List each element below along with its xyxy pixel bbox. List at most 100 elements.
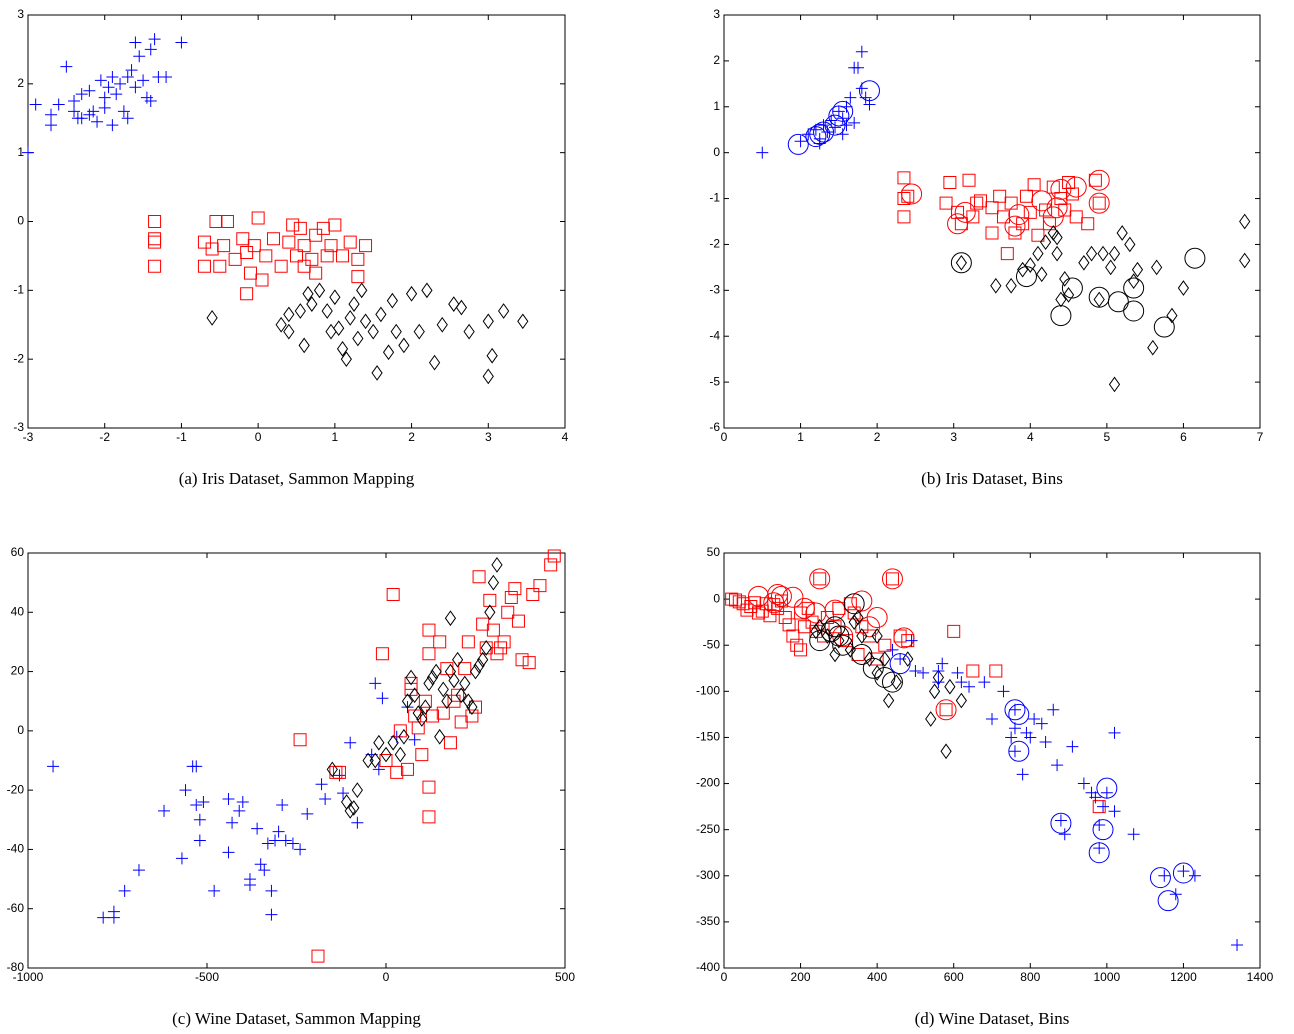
data-point <box>497 635 511 649</box>
data-point <box>1166 307 1178 324</box>
x-tick-label: 3 <box>950 430 957 444</box>
data-point <box>855 45 868 58</box>
data-point <box>413 323 425 340</box>
data-point <box>148 232 162 246</box>
x-tick-label: 500 <box>555 970 575 984</box>
data-point <box>1158 869 1171 882</box>
data-point <box>962 173 976 187</box>
data-point <box>905 634 918 647</box>
data-point <box>311 949 325 963</box>
data-point <box>448 672 460 689</box>
data-point <box>404 682 418 696</box>
y-tick-label: 1 <box>17 145 24 159</box>
caption: (c) Wine Dataset, Sammon Mapping <box>172 1009 421 1028</box>
x-tick-label: -500 <box>195 970 219 984</box>
data-point <box>732 595 746 609</box>
data-point <box>197 796 210 808</box>
x-tick-label: 600 <box>944 970 964 984</box>
data-point <box>1116 225 1128 241</box>
data-point <box>179 784 192 797</box>
data-point <box>515 653 529 667</box>
data-point <box>756 146 769 159</box>
data-point <box>778 611 792 625</box>
data-point <box>951 666 964 679</box>
data-point <box>858 80 880 102</box>
data-point <box>897 171 911 185</box>
data-point <box>996 210 1010 224</box>
data-point <box>344 803 356 819</box>
data-point <box>794 135 807 148</box>
data-point <box>333 769 346 782</box>
data-point <box>1123 300 1145 322</box>
x-tick-label: 1 <box>332 430 339 444</box>
data-point <box>68 105 81 118</box>
data-point <box>1131 261 1144 278</box>
data-point <box>1153 316 1175 338</box>
data-point <box>121 70 134 83</box>
data-point <box>52 98 65 111</box>
data-point <box>320 249 334 263</box>
data-point <box>1008 226 1022 240</box>
data-point <box>897 210 911 224</box>
data-point <box>533 579 547 593</box>
y-tick-label: 3 <box>713 7 720 21</box>
data-point <box>950 252 972 274</box>
data-point <box>451 651 464 668</box>
data-point <box>375 647 389 661</box>
data-point <box>434 728 446 745</box>
data-point <box>190 798 203 811</box>
data-point <box>351 782 363 799</box>
x-tick-label: 3 <box>485 430 492 444</box>
data-point <box>1088 192 1110 214</box>
data-point <box>274 259 288 273</box>
data-point <box>851 647 865 661</box>
data-point <box>1107 291 1129 313</box>
data-point <box>1239 252 1251 269</box>
caption: (a) Iris Dataset, Sammon Mapping <box>179 469 415 488</box>
y-tick-label: -300 <box>696 868 720 882</box>
data-point <box>809 624 823 638</box>
data-point <box>412 705 424 721</box>
data-point <box>801 601 815 615</box>
data-point <box>1108 376 1121 393</box>
data-point <box>209 215 223 228</box>
y-tick-label: -350 <box>696 914 720 928</box>
data-point <box>932 665 945 678</box>
data-point <box>797 620 811 634</box>
data-point <box>1188 869 1201 882</box>
data-point <box>874 667 896 688</box>
data-point <box>955 676 968 689</box>
data-point <box>878 638 892 652</box>
data-point <box>1065 187 1079 201</box>
x-tick-label: 4 <box>1027 430 1034 444</box>
data-point <box>825 114 838 127</box>
data-point <box>855 620 869 634</box>
x-tick-label: 0 <box>721 430 728 444</box>
data-point <box>254 858 267 871</box>
data-point <box>472 570 486 584</box>
y-tick-label: -20 <box>7 782 25 796</box>
data-point <box>430 663 442 680</box>
data-point <box>47 760 60 773</box>
data-point <box>970 196 984 210</box>
data-point <box>805 126 827 148</box>
y-tick-label: -250 <box>696 822 720 836</box>
data-point <box>309 266 323 280</box>
data-point <box>813 572 827 586</box>
data-point <box>1008 703 1021 716</box>
data-point <box>794 643 808 657</box>
data-point <box>782 618 796 632</box>
data-point <box>286 837 299 850</box>
data-point <box>1177 865 1190 878</box>
data-point <box>376 692 389 705</box>
data-point <box>1105 259 1117 276</box>
y-tick-label: -80 <box>7 960 25 974</box>
y-tick-label: -1 <box>13 283 24 297</box>
data-point <box>283 306 295 323</box>
data-point <box>436 316 448 333</box>
x-tick-label: -2 <box>99 430 110 444</box>
data-point <box>522 656 536 670</box>
y-tick-label: -200 <box>696 776 720 790</box>
data-point <box>83 84 96 97</box>
data-point <box>725 592 739 606</box>
